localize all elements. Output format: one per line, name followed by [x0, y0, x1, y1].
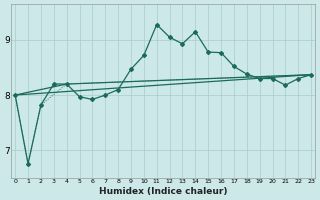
X-axis label: Humidex (Indice chaleur): Humidex (Indice chaleur) — [99, 187, 228, 196]
